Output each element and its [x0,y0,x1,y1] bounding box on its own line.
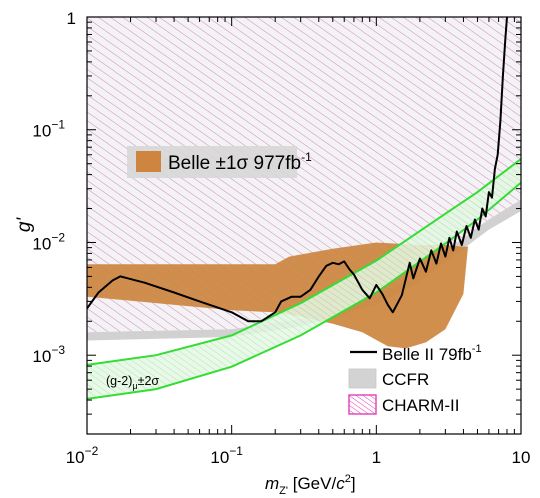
y-axis-label: g' [14,217,35,233]
series-line-belle-ii-79fb [87,17,508,323]
plot-frame [86,16,522,435]
series-band-g-2 [87,159,521,399]
series-edge-lower-g-2 [87,181,521,400]
legend-entry-belle2: Belle II 79fb-1 [382,343,482,364]
belle-band-label-text: Belle ±1σ 977fb [168,153,301,174]
y-tick-label: 10−1 [32,118,65,141]
svg-text:Belle ±1σ 977fb-1: Belle ±1σ 977fb-1 [168,150,312,174]
legend: Belle II 79fb-1 CCFR CHARM-II [348,343,482,415]
legend-entry-ccfr: CCFR [382,370,429,389]
legend-swatch-charm2 [348,394,377,415]
g2-band-label: (g-2)μ±2σ [106,374,159,391]
belle-band-swatch [136,151,161,172]
y-tick-label: 10−2 [32,230,65,253]
axes: 10−2 10−1 1 10 10−3 10−2 10−1 1 [32,9,530,467]
legend-swatch-ccfr [348,368,377,389]
y-tick-label: 1 [67,9,76,28]
belle-band-label: Belle ±1σ 977fb-1 [127,146,312,178]
legend-entry-charm2: CHARM-II [382,396,459,415]
x-tick-label: 10−2 [66,444,99,467]
y-tick-label: 10−3 [32,343,65,366]
x-tick-label: 10 [512,448,531,467]
x-axis-label: mZ' [GeV/c2] [265,473,356,497]
series-edge-upper-g-2 [87,158,521,366]
x-tick-label: 1 [372,448,381,467]
x-tick-label: 10−1 [210,444,243,467]
belle-band-label-sup: -1 [301,150,312,164]
